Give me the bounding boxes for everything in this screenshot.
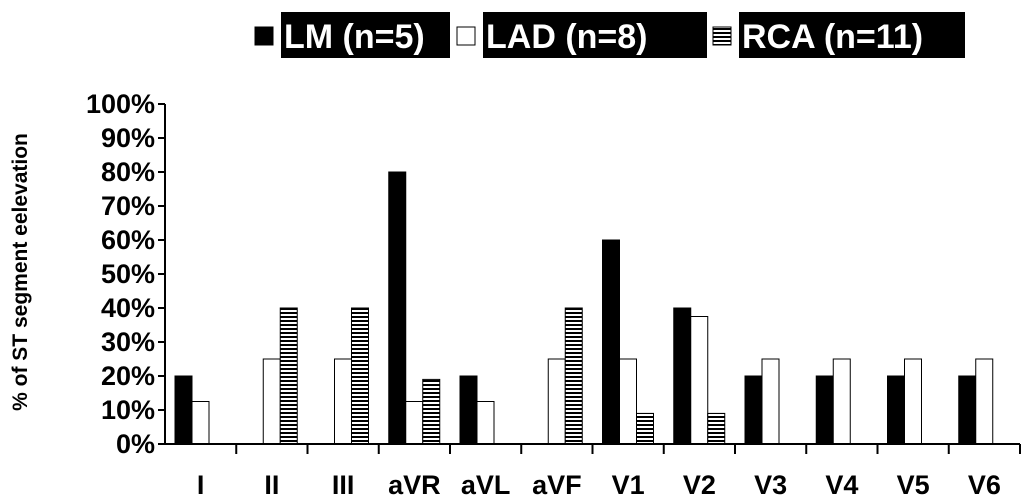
- bar-II-series-1: [262, 358, 281, 445]
- y-tick-label: 0%: [116, 429, 155, 459]
- legend-label-0: LM (n=5): [284, 18, 425, 56]
- bar-V1-series-0: [602, 239, 620, 445]
- bars: [174, 171, 994, 445]
- bar-aVL-series-0: [459, 375, 478, 445]
- legend-swatch-1: [456, 26, 476, 46]
- x-tick-label: I: [197, 470, 205, 500]
- bar-V2-series-1: [690, 316, 709, 445]
- y-tick-label: 50%: [101, 259, 155, 289]
- legend-label-1: LAD (n=8): [486, 18, 648, 56]
- x-tick-label: V3: [754, 470, 787, 500]
- legend: LM (n=5) LAD (n=8) RCA (n=11): [254, 12, 965, 58]
- bar-V5-series-1: [904, 358, 922, 445]
- y-tick-label: 20%: [101, 361, 155, 391]
- bar-V1-series-2: [636, 412, 654, 445]
- bar-V1-series-1: [619, 358, 637, 445]
- bar-V6-series-1: [975, 358, 994, 445]
- bar-aVR-series-0: [388, 171, 407, 445]
- y-axis-label: % of ST segment eelevation: [9, 133, 32, 411]
- bar-V5-series-0: [887, 375, 905, 445]
- legend-swatch-0: [254, 26, 274, 46]
- y-tick-label: 100%: [86, 89, 155, 119]
- bar-aVF-series-1: [547, 358, 566, 445]
- bar-III-series-1: [334, 358, 352, 445]
- legend-label-background: [739, 12, 965, 58]
- bar-aVF-series-2: [564, 307, 583, 445]
- x-tick-label: V4: [825, 470, 858, 500]
- bar-aVR-series-1: [405, 401, 424, 445]
- bar-V2-series-2: [707, 412, 726, 445]
- bar-aVL-series-1: [476, 401, 495, 445]
- x-tick-label: V1: [612, 470, 645, 500]
- legend-label-2: RCA (n=11): [742, 18, 923, 56]
- bar-III-series-2: [351, 307, 369, 445]
- y-tick-label: 80%: [101, 157, 155, 187]
- y-tick-label: 60%: [101, 225, 155, 255]
- bar-aVR-series-2: [422, 378, 441, 445]
- x-tick-label: V2: [683, 470, 716, 500]
- bar-V2-series-0: [673, 307, 692, 445]
- y-tick-label: 40%: [101, 293, 155, 323]
- legend-swatch-2: [712, 26, 732, 46]
- y-tick-label: 70%: [101, 191, 155, 221]
- x-tick-label: II: [264, 470, 279, 500]
- bar-V4-series-0: [815, 375, 834, 445]
- bar-I-series-0: [174, 375, 193, 445]
- x-tick-label: III: [332, 470, 355, 500]
- x-tick-label: V5: [897, 470, 930, 500]
- bar-V4-series-1: [832, 358, 851, 445]
- y-tick-label: 30%: [101, 327, 155, 357]
- bar-V3-series-1: [761, 358, 780, 445]
- y-axis-ticks: 0% 10% 20% 30% 40% 50% 60% 70% 80% 90% 100%: [86, 89, 165, 459]
- x-tick-label: aVF: [532, 470, 582, 500]
- bar-II-series-2: [279, 307, 298, 445]
- legend-label-background: [281, 12, 450, 58]
- y-tick-label: 90%: [101, 123, 155, 153]
- x-tick-label: V6: [968, 470, 1001, 500]
- bar-I-series-1: [191, 401, 210, 445]
- legend-label-background: [483, 12, 707, 58]
- x-tick-label: aVR: [388, 470, 441, 500]
- bar-V6-series-0: [958, 375, 977, 445]
- bar-V3-series-0: [744, 375, 763, 445]
- x-axis-ticks: I II III aVR aVL aVF V1 V2 V3 V4 V5 V6: [197, 444, 1021, 500]
- y-tick-label: 10%: [101, 395, 155, 425]
- x-tick-label: aVL: [461, 470, 511, 500]
